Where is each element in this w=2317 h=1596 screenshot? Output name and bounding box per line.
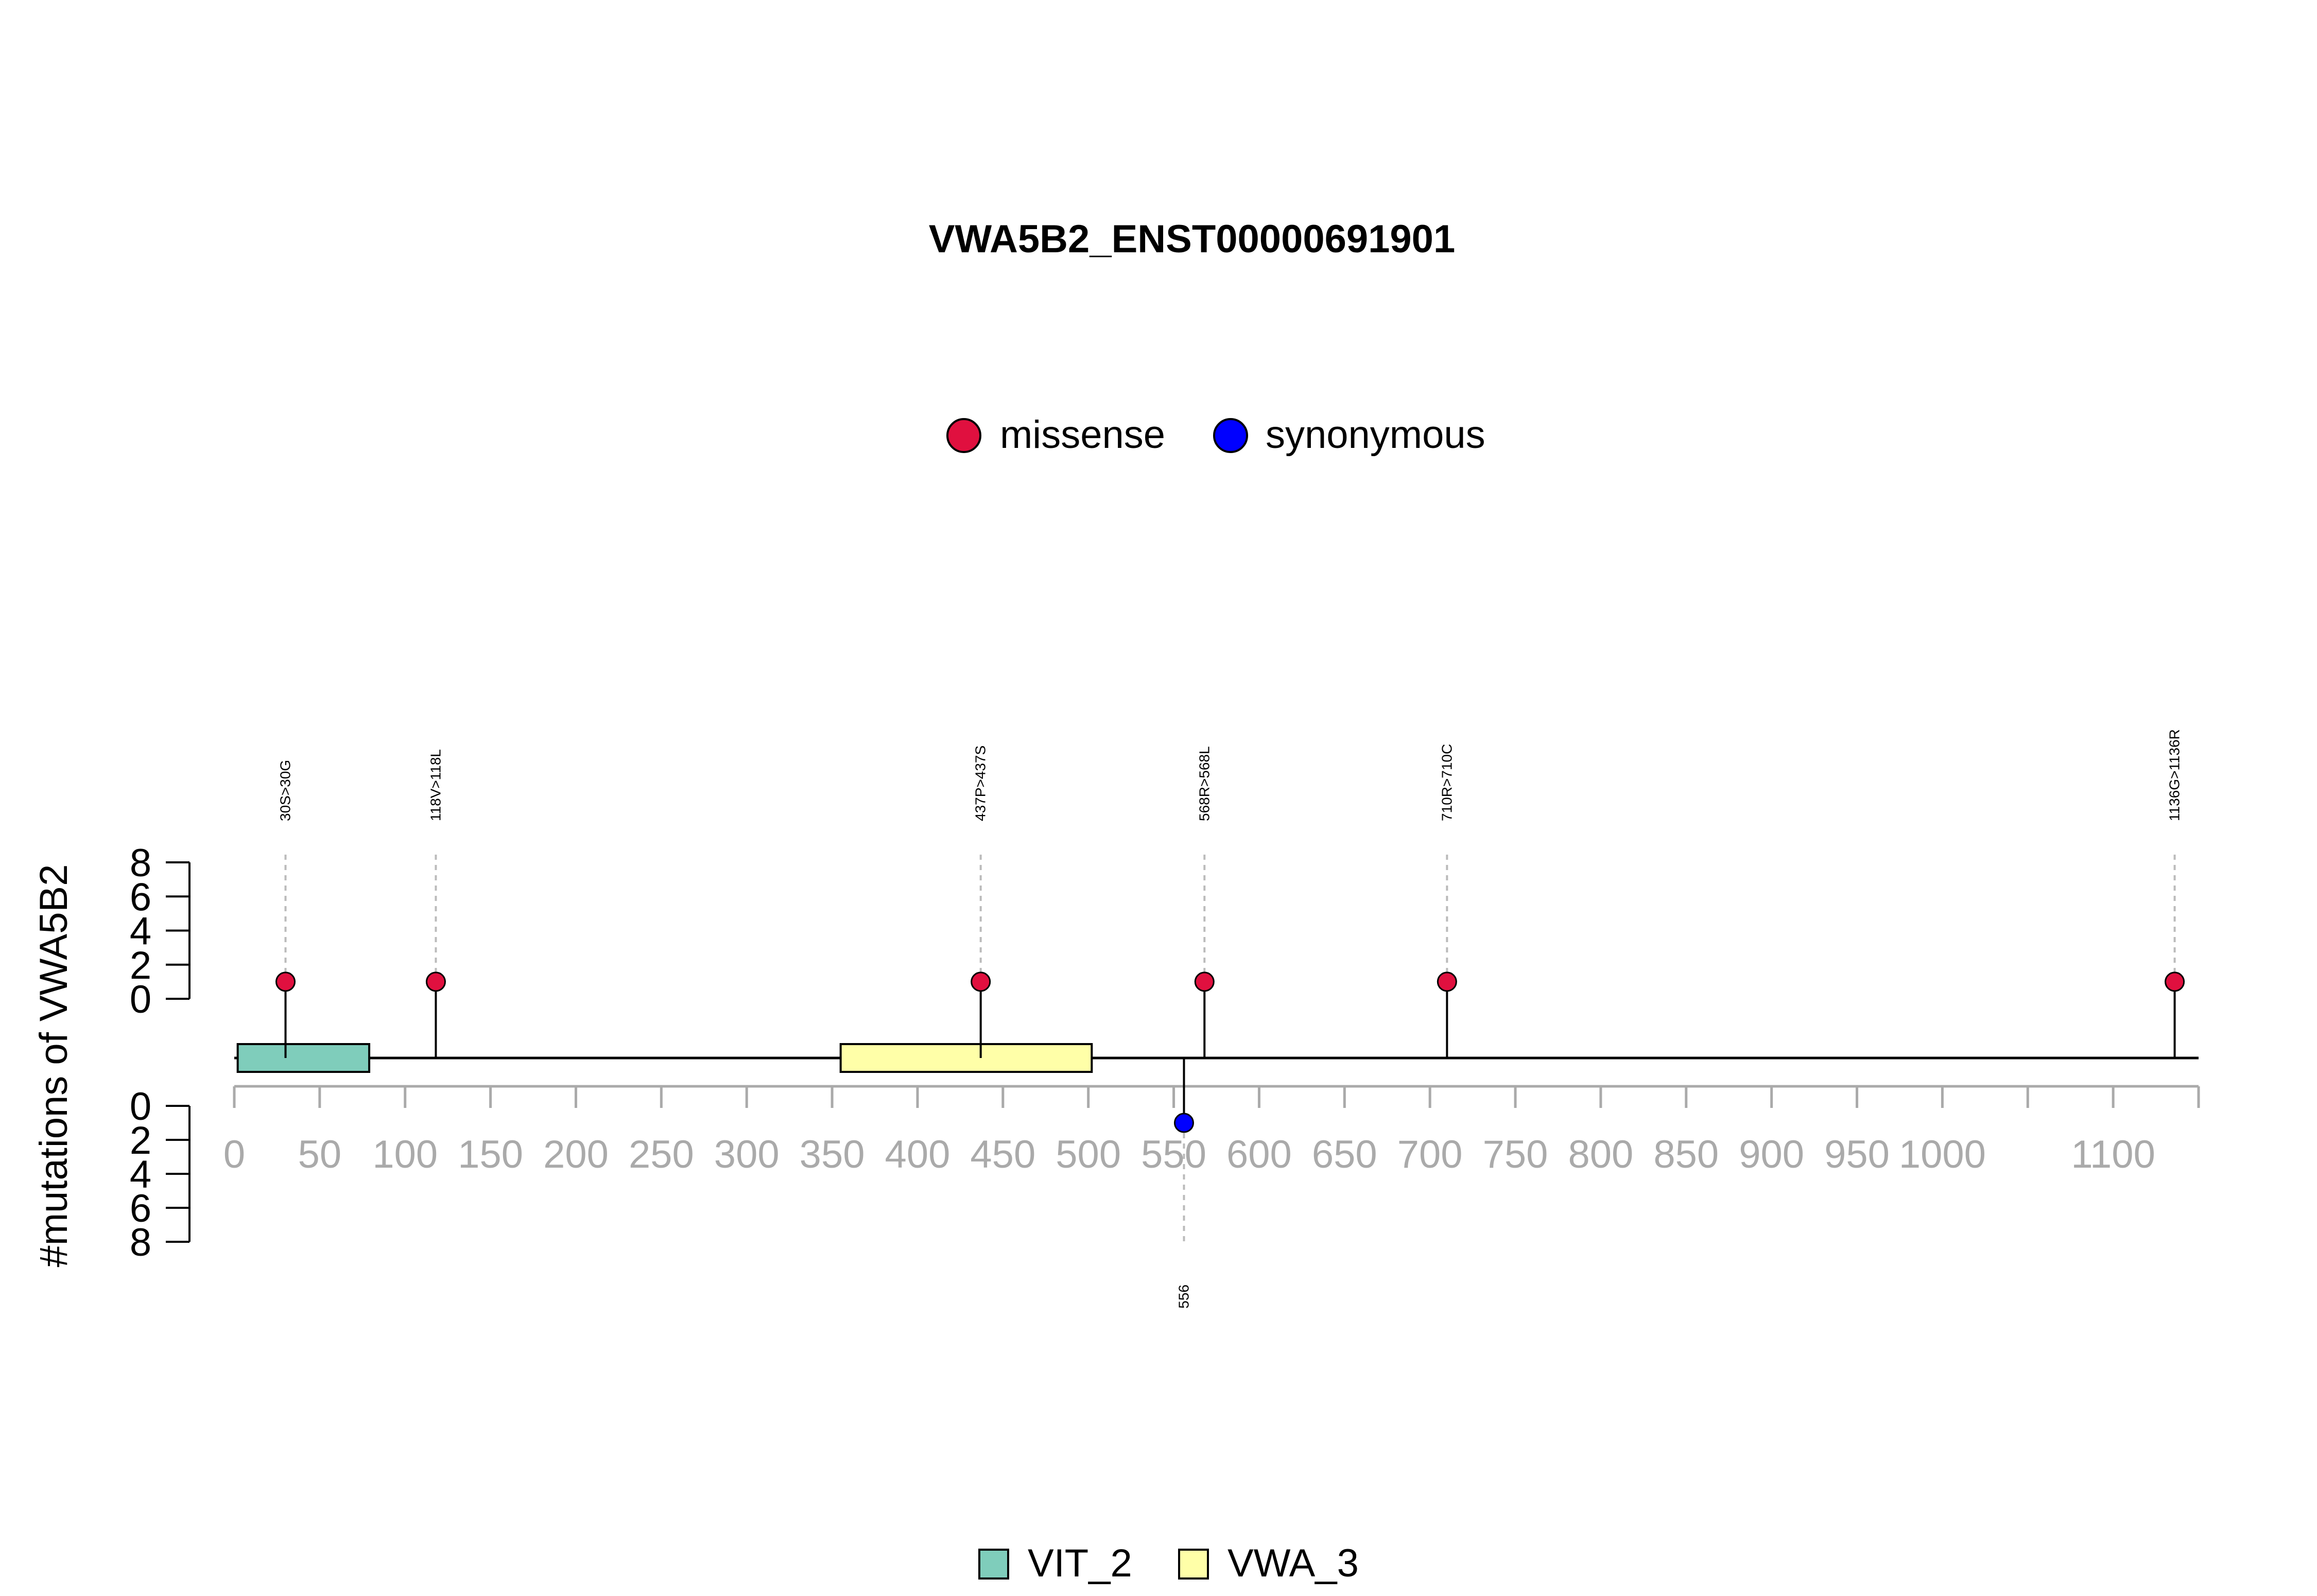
- legend-marker-missense: [946, 418, 981, 453]
- mutation-point: [971, 972, 991, 992]
- x-tick-label: 500: [1056, 1133, 1121, 1176]
- mutation-label: 30S>30G: [278, 760, 293, 821]
- x-tick-label: 400: [885, 1133, 950, 1176]
- x-tick-label: 250: [629, 1133, 694, 1176]
- lower-y-tick-label: 8: [130, 1221, 151, 1264]
- x-tick-label: 800: [1568, 1133, 1634, 1176]
- x-tick-label: 450: [970, 1133, 1035, 1176]
- legend-label-vit-2: VIT_2: [1028, 1541, 1132, 1585]
- mutation-point: [425, 972, 446, 992]
- x-tick-label: 50: [298, 1133, 342, 1176]
- x-axis: 0 50 100 150 200 250 300 350 400 450 500 550 600 650 7…: [223, 1085, 2200, 1176]
- lower-y-tick-label: 4: [130, 1153, 151, 1196]
- x-tick-label: 850: [1653, 1133, 1719, 1176]
- upper-y-tick-label: 2: [130, 944, 151, 987]
- lollipops: 30S>30G 118V>118L 437P>437S 568R>568L 710R>7…: [275, 729, 2185, 1309]
- x-tick-label: 900: [1739, 1133, 1804, 1176]
- x-tick-label: 200: [543, 1133, 609, 1176]
- domain-legend: VIT_2 VWA_3: [978, 1541, 1359, 1585]
- mutation-label: 118V>118L: [427, 749, 443, 821]
- legend-label-missense: missense: [1000, 413, 1165, 457]
- legend-swatch-vit-2: [978, 1549, 1009, 1580]
- x-tick-label: 950: [1824, 1133, 1890, 1176]
- mutation-label: 556: [1175, 1285, 1191, 1309]
- x-tick-label: 1100: [2071, 1133, 2155, 1176]
- mutation-point: [1437, 972, 1457, 992]
- legend-label-synonymous: synonymous: [1266, 413, 1485, 457]
- mutation-point: [1194, 972, 1215, 992]
- x-tick-label: 300: [714, 1133, 780, 1176]
- y-axis-label: #mutations of VWA5B2: [32, 864, 76, 1268]
- mutation-point: [275, 972, 296, 992]
- domains: [236, 1043, 1093, 1073]
- upper-y-tick-label: 0: [130, 978, 151, 1021]
- x-tick-label: 350: [800, 1133, 865, 1176]
- x-tick-label: 150: [458, 1133, 523, 1176]
- legend-label-vwa-3: VWA_3: [1227, 1541, 1359, 1585]
- x-tick-label: 750: [1483, 1133, 1548, 1176]
- mutation-label: 568R>568L: [1196, 746, 1212, 821]
- lower-y-tick-label: 6: [130, 1187, 151, 1230]
- upper-y-tick-label: 6: [130, 875, 151, 919]
- domain-vwa-3: [839, 1043, 1093, 1073]
- x-tick-label: 700: [1397, 1133, 1463, 1176]
- x-tick-label: 0: [223, 1133, 245, 1176]
- mutation-point: [2165, 972, 2185, 992]
- lower-y-tick-label: 2: [130, 1119, 151, 1163]
- mutation-label: 1136G>1136R: [2167, 729, 2183, 821]
- x-tick-label: 600: [1226, 1133, 1292, 1176]
- mutation-label: 710R>710C: [1439, 744, 1455, 821]
- x-tick-label: 100: [372, 1133, 438, 1176]
- upper-y-tick-label: 4: [130, 910, 151, 953]
- upper-y-tick-label: 8: [130, 841, 151, 885]
- legend-marker-synonymous: [1213, 418, 1248, 453]
- x-tick-label: 1000: [1899, 1133, 1986, 1176]
- chart-title: VWA5B2_ENST00000691901: [929, 217, 1455, 261]
- lower-y-tick-label: 0: [130, 1085, 151, 1129]
- mutation-point: [1173, 1113, 1194, 1133]
- mutation-label: 437P>437S: [973, 745, 989, 821]
- x-tick-label: 650: [1312, 1133, 1377, 1176]
- legend-swatch-vwa-3: [1178, 1549, 1209, 1580]
- x-tick-label: 550: [1141, 1133, 1206, 1176]
- domain-vit-2: [236, 1043, 371, 1073]
- mutation-legend: missense synonymous: [946, 413, 1485, 457]
